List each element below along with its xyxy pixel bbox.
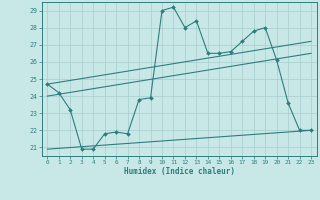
X-axis label: Humidex (Indice chaleur): Humidex (Indice chaleur) bbox=[124, 167, 235, 176]
